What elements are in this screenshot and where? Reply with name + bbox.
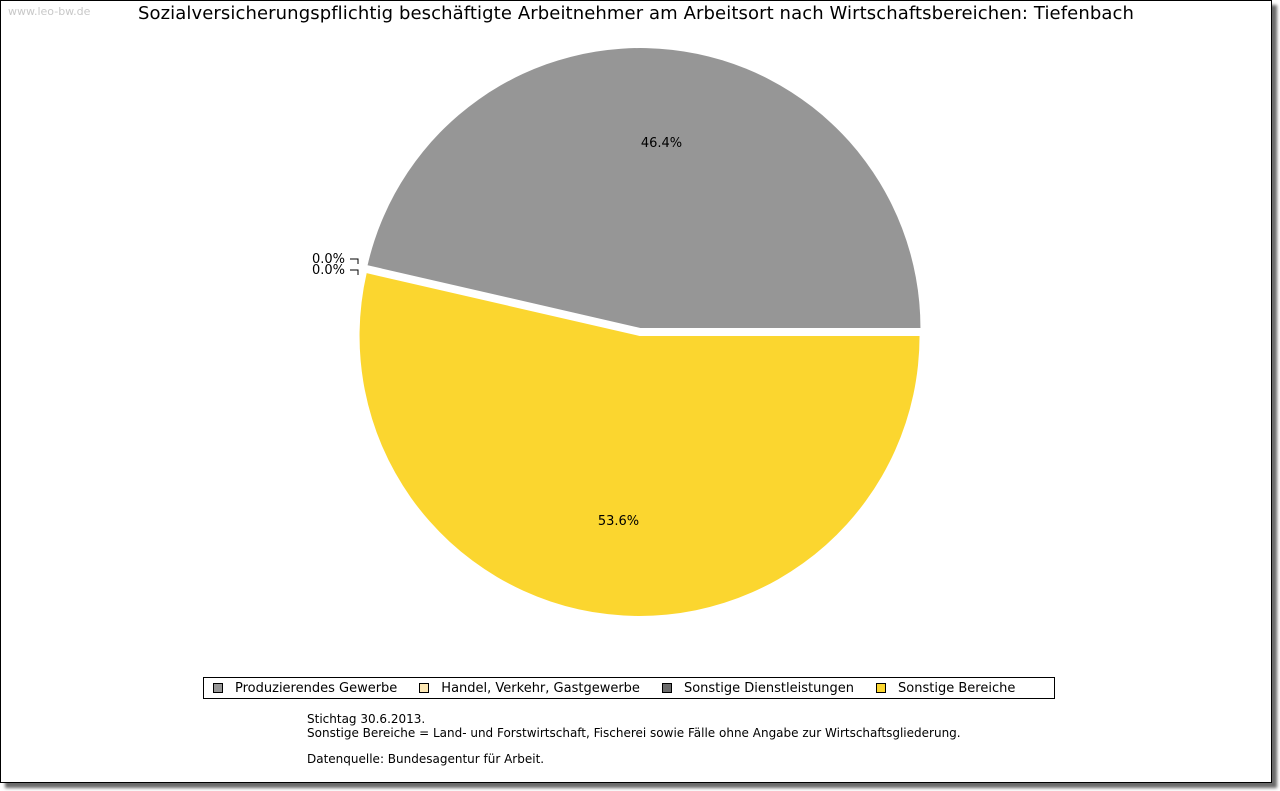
legend-item-sonstige-dienstleistungen: Sonstige Dienstleistungen — [661, 680, 855, 696]
note-definition: Sonstige Bereiche = Land- und Forstwirts… — [307, 726, 961, 740]
legend-swatch — [661, 683, 672, 693]
legend: Produzierendes Gewerbe Handel, Verkehr, … — [203, 677, 1055, 699]
legend-swatch — [876, 683, 887, 693]
legend-label: Handel, Verkehr, Gastgewerbe — [441, 680, 640, 696]
note-stichtag: Stichtag 30.6.2013. — [307, 712, 426, 726]
chart-title: Sozialversicherungspflichtig beschäftigt… — [137, 3, 1135, 24]
slice-label: 0.0% — [312, 263, 345, 278]
pie-slice-produzierendes-gewerbe — [367, 48, 921, 329]
legend-item-produzierendes-gewerbe: Produzierendes Gewerbe — [213, 681, 397, 696]
watermark: www.leo-bw.de — [8, 5, 91, 18]
note-source: Datenquelle: Bundesagentur für Arbeit. — [307, 752, 545, 766]
legend-swatch — [419, 683, 430, 693]
legend-item-handel-verkehr-gastgewerbe: Handel, Verkehr, Gastgewerbe — [419, 681, 640, 696]
label-leader-line — [350, 269, 359, 275]
legend-swatch — [213, 683, 223, 693]
legend-label: Sonstige Dienstleistungen — [683, 680, 855, 696]
slice-label: 46.4% — [641, 136, 682, 151]
chart-notes: Stichtag 30.6.2013. Sonstige Bereiche = … — [307, 712, 961, 766]
label-leader-line — [350, 258, 359, 264]
legend-label: Sonstige Bereiche — [898, 680, 1016, 696]
legend-label: Produzierendes Gewerbe — [235, 680, 398, 696]
pie-slice-sonstige-bereiche — [359, 273, 920, 616]
legend-item-sonstige-bereiche: Sonstige Bereiche — [876, 681, 1015, 696]
slice-label: 0.0% — [312, 252, 345, 267]
slice-label: 53.6% — [598, 514, 639, 529]
